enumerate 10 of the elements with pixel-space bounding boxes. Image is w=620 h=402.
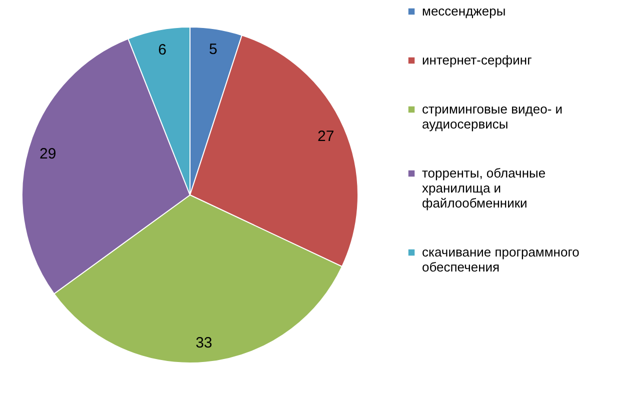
legend-label: стриминговые видео- и аудиосервисы: [422, 102, 563, 132]
data-label: 5: [208, 40, 218, 58]
data-label: 33: [196, 334, 212, 352]
legend-label: мессенджеры: [422, 4, 506, 18]
legend-label: скачивание программного обеспечения: [422, 244, 580, 274]
data-label: 29: [40, 146, 56, 163]
legend-label: торренты, облачные хранилища и файлообменники: [422, 166, 546, 210]
data-label: 6: [158, 42, 166, 59]
legend-label: интернет-серфинг: [422, 52, 532, 68]
data-label: 27: [317, 128, 334, 146]
